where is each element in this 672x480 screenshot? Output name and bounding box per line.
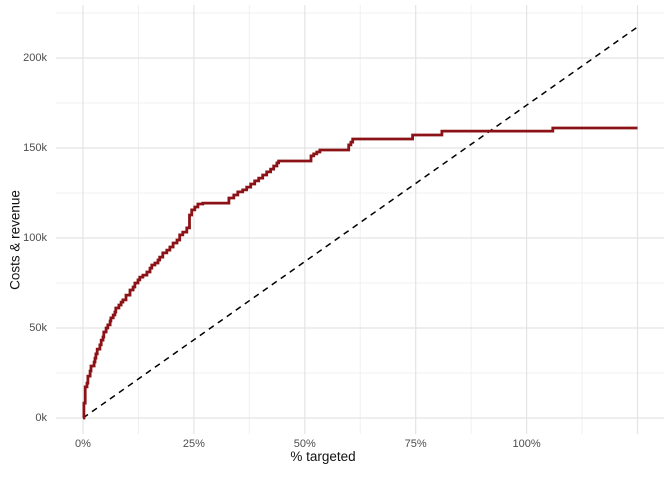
y-axis-title: Costs & revenue bbox=[7, 190, 23, 290]
x-tick-label: 25% bbox=[182, 438, 205, 450]
revenue-step-curve bbox=[82, 126, 638, 420]
x-tick-label: 75% bbox=[404, 438, 427, 450]
y-tick-label: 100k bbox=[23, 232, 47, 244]
y-tick-label: 150k bbox=[23, 142, 47, 154]
cost-diagonal-dashed-line bbox=[82, 26, 638, 419]
y-tick-label: 200k bbox=[23, 52, 47, 64]
gridlines-major bbox=[56, 5, 664, 434]
x-tick-label: 100% bbox=[512, 438, 541, 450]
x-axis-title: % targeted bbox=[290, 449, 356, 464]
x-tick-label: 50% bbox=[293, 438, 316, 450]
x-tick-label: 0% bbox=[75, 438, 91, 450]
y-tick-label: 50k bbox=[29, 322, 47, 334]
gridlines-minor bbox=[56, 5, 664, 434]
y-tick-label: 0k bbox=[35, 412, 47, 424]
